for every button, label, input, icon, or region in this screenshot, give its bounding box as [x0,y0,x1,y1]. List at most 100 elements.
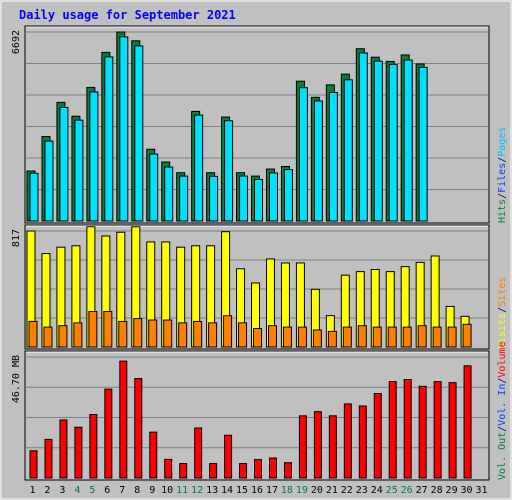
bar-sites [208,322,218,348]
side-legend-part: Hits [497,199,508,223]
bar-volume [343,403,352,479]
bar-files [418,66,428,222]
bar-files [59,106,69,222]
chart-panels: 6692 817 46.70 MB [11,25,490,481]
bar-files [403,59,413,222]
bar-files [179,175,189,222]
x-tick-label: 17 [266,485,278,496]
bar-volume [89,414,98,479]
bar-sites [178,322,188,348]
bar-sites [223,315,233,348]
side-legend-part: / [497,426,508,432]
x-tick-label: 20 [311,485,323,496]
bar-sites [432,326,442,348]
bar-volume [433,381,442,479]
bar-volume [119,360,128,479]
bar-sites [28,320,38,348]
x-tick-label: 27 [416,485,428,496]
bar-volume [313,411,322,479]
bar-files [29,172,39,222]
side-legend-part: Vol. Out [497,432,508,480]
x-axis-labels: 1 2 3 4 5 6 7 8 9 10 11 12 13 14 15 16 17 18 19 20 21 22 23 24 2… [29,485,487,496]
bar-sites [118,320,128,348]
bar-sites [148,319,158,348]
bar-sites [447,326,457,348]
bar-volume [448,382,457,479]
bar-files [328,91,338,222]
bar-volume [239,462,248,479]
bar-volume [328,415,337,479]
bar-sites [43,326,53,348]
x-tick-label: 24 [371,485,383,496]
bar-volume [179,462,188,479]
bar-files [164,166,174,222]
bar-sites [357,325,367,348]
side-legend-part: Pages [497,127,508,157]
bar-volume [418,385,427,479]
x-tick-label: 1 [29,485,35,496]
bar-sites [342,326,352,348]
x-tick-label: 21 [326,485,338,496]
bar-volume [388,381,397,479]
bar-volume [194,427,203,479]
bar-sites [282,326,292,348]
bar-volume [44,438,53,479]
bar-files [298,87,308,222]
bar-volume [358,405,367,479]
bar-files [134,45,144,222]
side-legend-part: / [497,157,508,163]
bar-files [373,60,383,222]
y-max-label: 6692 [11,30,22,54]
x-tick-label: 29 [446,485,458,496]
chart-title: Daily usage for September 2021 [19,8,236,22]
bar-files [194,114,204,222]
bar-files [224,120,234,222]
bar-sites [312,329,322,348]
x-tick-label: 11 [176,485,188,496]
bar-volume [74,426,83,479]
bar-files [283,169,293,222]
bar-volume [298,415,307,479]
bar-sites [297,326,307,348]
bar-volume [463,365,472,479]
bar-sites [133,318,143,348]
bar-files [239,175,249,222]
bar-volume [224,434,233,479]
side-legend-part: / [497,307,508,313]
bar-files [74,119,84,222]
bar-sites [417,325,427,348]
bar-sites [238,322,248,348]
bar-volume [104,388,113,479]
bar-sites [372,326,382,348]
bar-sites [267,325,277,348]
bar-sites [462,323,472,348]
x-tick-label: 19 [296,485,308,496]
bar-files [254,178,264,222]
x-tick-label: 7 [119,485,125,496]
x-tick-label: 4 [74,485,80,496]
x-tick-label: 26 [401,485,413,496]
side-legend-part: / [497,193,508,199]
side-legend-bottom: Vol. Out/Vol. In/Volume [497,341,508,480]
x-tick-label: 6 [104,485,110,496]
side-legend-part: Vol. In [497,384,508,426]
x-tick-label: 5 [89,485,95,496]
bar-volume [268,457,277,479]
side-legend-part: / [497,378,508,384]
panel-hits-files: 6692 [11,25,490,224]
bar-files [268,172,278,222]
bar-sites [387,326,397,348]
bar-files [209,175,219,222]
x-tick-label: 14 [221,485,233,496]
bar-files [89,91,99,222]
bar-sites [193,320,203,348]
x-tick-label: 25 [386,485,398,496]
bar-volume [373,393,382,479]
side-legend-part: Files [497,163,508,193]
bar-volume [59,419,68,479]
bar-sites [58,325,68,348]
side-legend-middle: Visits/Sites [497,277,508,349]
